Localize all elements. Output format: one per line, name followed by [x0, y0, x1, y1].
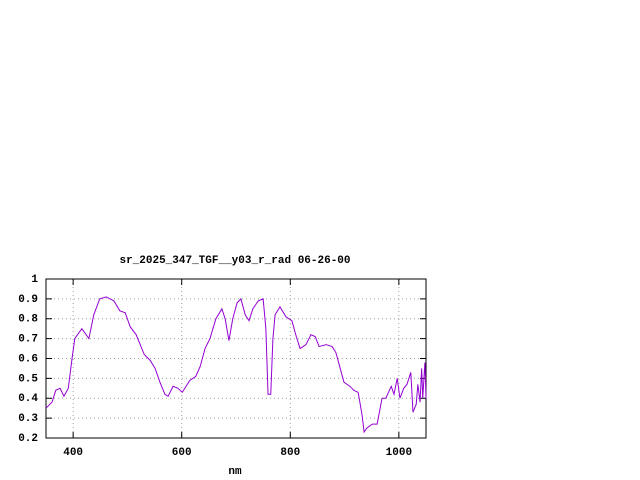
- y-tick-label: 0.7: [18, 334, 38, 346]
- x-axis-label: nm: [228, 466, 242, 478]
- x-tick-label: 400: [63, 447, 83, 459]
- y-tick-label: 0.3: [18, 413, 38, 425]
- y-tick-label: 0.9: [18, 294, 38, 306]
- y-tick-label: 0.8: [18, 314, 38, 326]
- y-tick-label: 0.2: [18, 433, 38, 445]
- chart-title: sr_2025_347_TGF__y03_r_rad 06-26-00: [119, 255, 350, 267]
- data-line: [45, 296, 427, 434]
- y-tick-label: 1: [31, 274, 38, 286]
- x-tick-label: 600: [172, 447, 192, 459]
- plot-border: [45, 278, 427, 439]
- x-tick-label: 800: [280, 447, 300, 459]
- y-tick-label: 0.6: [18, 353, 38, 365]
- x-tick-label: 1000: [386, 447, 412, 459]
- y-tick-label: 0.5: [18, 373, 38, 385]
- y-tick-label: 0.4: [18, 393, 38, 405]
